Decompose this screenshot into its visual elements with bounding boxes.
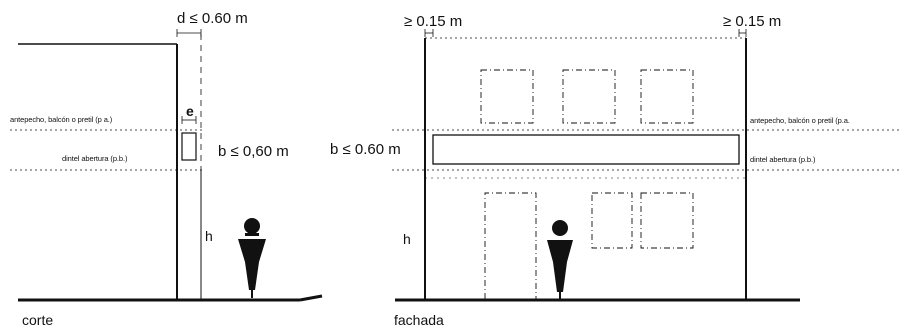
corte-dimension-b: b ≤ 0,60 m — [218, 143, 289, 160]
fachada-window-lower-1 — [591, 192, 633, 249]
corte-dimension-e: e — [186, 103, 194, 119]
person-figure-icon — [547, 220, 573, 299]
corte-projection-element — [181, 132, 197, 161]
corte-dimension-d: d ≤ 0.60 m — [177, 10, 248, 27]
fachada-dimension-right: ≥ 0.15 m — [723, 13, 782, 30]
fachada-label-antepecho: antepecho, balcón o pretil (p.a. — [750, 116, 850, 125]
fachada-window-upper-3 — [640, 69, 694, 124]
person-figure-icon — [238, 218, 266, 298]
corte-label-dintel: dintel abertura (p.b.) — [62, 154, 128, 163]
corte-drawing — [10, 29, 323, 302]
fachada-window-upper-2 — [562, 69, 616, 124]
fachada-dimension-b: b ≤ 0.60 m — [330, 141, 401, 158]
corte-caption: corte — [22, 312, 54, 328]
fachada-drawing — [392, 29, 900, 302]
fachada-caption: fachada — [394, 312, 444, 328]
fachada-balcony-band — [432, 134, 740, 165]
fachada-door — [484, 192, 537, 299]
fachada-dimension-h: h — [403, 231, 411, 247]
fachada-dimension-left: ≥ 0.15 m — [404, 13, 463, 30]
corte-dimension-h: h — [205, 228, 213, 244]
fachada-window-lower-2 — [640, 192, 694, 249]
corte-label-antepecho: antepecho, balcón o pretil (p a.) — [10, 115, 113, 124]
fachada-window-upper-1 — [480, 69, 534, 124]
fachada-label-dintel: dintel abertura (p.b.) — [750, 155, 816, 164]
